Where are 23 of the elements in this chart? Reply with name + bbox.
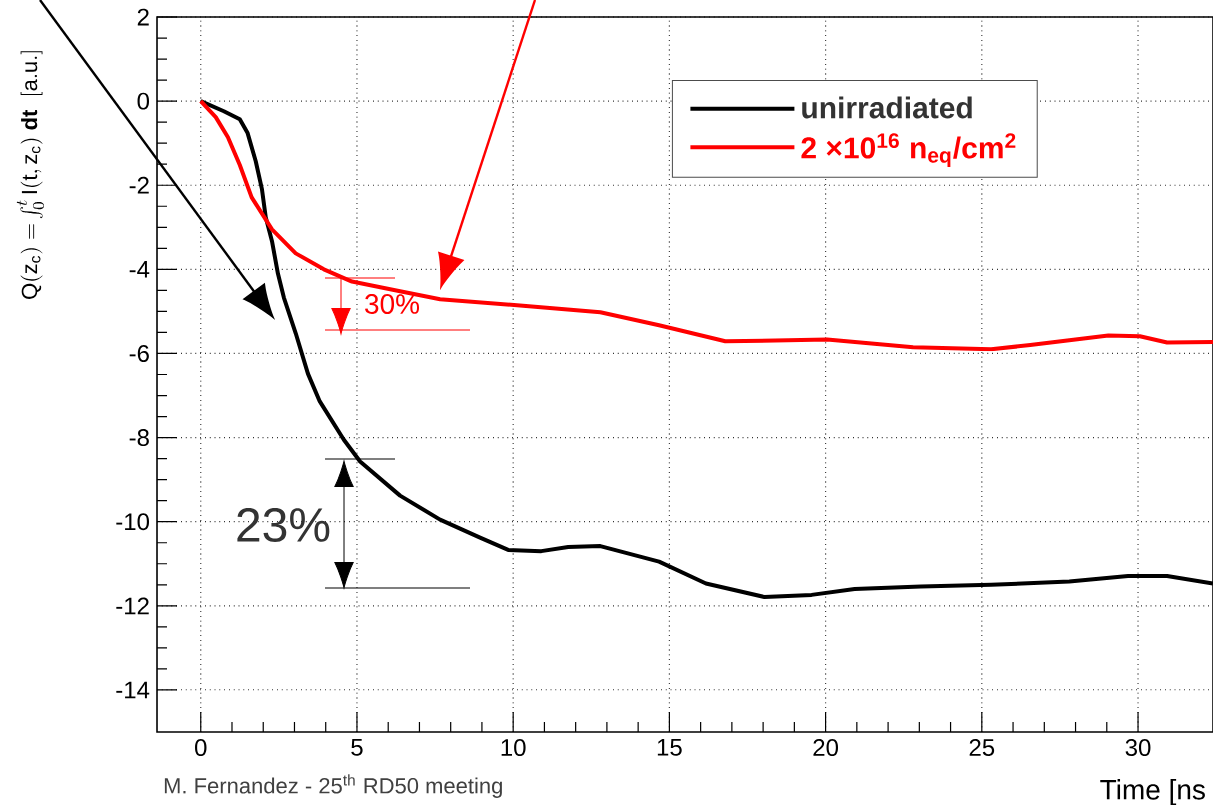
x-tick-label: 15: [657, 739, 682, 756]
y-tick-label: -10: [116, 513, 150, 531]
annotation: 23%: [237, 508, 330, 542]
y-tick-label: 2: [137, 8, 149, 26]
y-tick-label: -14: [116, 681, 150, 699]
legend-label: unirradiated: [802, 96, 972, 119]
x-tick-label: 0: [195, 739, 207, 757]
y-axis-title: $\mathrm{Q(z_{c})=}\int_{0}^{t}\mathrm{I(t,z_{c})}\;\mathbf{dt}\;\;\mathrm{[a.u.]}$: [16, 51, 44, 299]
x-tick-label: 10: [501, 739, 526, 757]
y-tick-label: -4: [129, 261, 150, 278]
y-tick-label: -6: [129, 344, 149, 362]
y-tick-label: -2: [129, 176, 149, 194]
legend-label: 2 ×10$^{16}$ n$_{eq}$/cm$^{2}$: [801, 133, 1016, 167]
y-tick-label: 0: [137, 92, 150, 110]
x-tick-label: 25: [969, 739, 995, 757]
annotation: 30%: [365, 294, 420, 314]
text: M. Fernandez - 25$^{th}$ RD50 meeting: [164, 774, 502, 798]
x-tick-label: 30: [1125, 739, 1151, 757]
x-tick-label: 20: [813, 739, 839, 757]
y-tick-label: -12: [116, 597, 149, 615]
x-axis-title: Time [ns: [1100, 779, 1205, 805]
x-tick-label: 5: [351, 739, 363, 756]
y-tick-label: -8: [129, 429, 149, 447]
